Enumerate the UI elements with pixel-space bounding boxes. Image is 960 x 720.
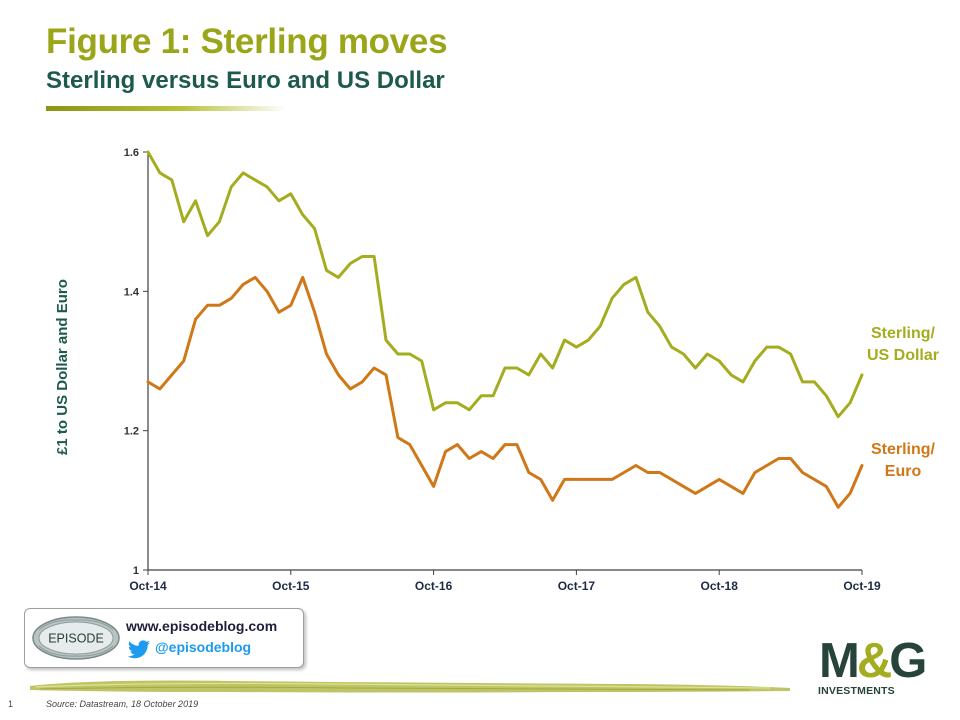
- mg-logo-ampersand: &: [856, 634, 892, 688]
- twitter-bird-icon: [128, 640, 150, 659]
- x-tick-label: Oct-16: [415, 579, 453, 593]
- twitter-handle-link[interactable]: @episodeblog: [155, 639, 252, 655]
- mg-logo-subtext: INVESTMENTS: [818, 685, 895, 697]
- page-number: 1: [8, 699, 14, 709]
- chart-subtitle: Sterling versus Euro and US Dollar: [46, 67, 445, 94]
- episode-logo-text: EPISODE: [48, 632, 104, 646]
- series-line-sterling-euro: [146, 275, 864, 509]
- series-label-sterling-euro: Euro: [885, 463, 922, 480]
- x-tick-label: Oct-18: [701, 579, 739, 593]
- blog-url-link[interactable]: www.episodeblog.com: [126, 618, 278, 634]
- y-tick-label: 1.4: [124, 286, 140, 298]
- episode-badge[interactable]: EPISODE www.episodeblog.com @episodeblog: [24, 608, 304, 668]
- title-underline: [46, 106, 286, 111]
- series-label-sterling-euro: Sterling/: [871, 441, 936, 458]
- brush-stroke-divider: [30, 680, 790, 693]
- mg-logo-wordmark: M&G: [819, 634, 927, 688]
- series-line-sterling-usd: [146, 150, 864, 419]
- y-tick-label: 1.6: [124, 147, 139, 159]
- line-chart: 1 1.2 1.4 1.6 Oct-14 Oct-15 Oct-16 Oct-17 Oct-18…: [54, 147, 939, 593]
- x-tick-label: Oct-14: [129, 579, 167, 593]
- episode-logo-icon: EPISODE: [32, 616, 120, 660]
- y-tick-label: 1: [133, 565, 139, 577]
- x-tick-label: Oct-19: [843, 579, 881, 593]
- x-tick-label: Oct-17: [558, 579, 596, 593]
- series-label-sterling-usd: US Dollar: [867, 347, 939, 364]
- chart-title: Figure 1: Sterling moves: [46, 22, 448, 61]
- y-axis-label: £1 to US Dollar and Euro: [54, 279, 71, 455]
- x-tick-label: Oct-15: [272, 579, 310, 593]
- source-note: Source: Datastream, 18 October 2019: [46, 699, 199, 709]
- y-tick-label: 1.2: [124, 426, 139, 438]
- mg-logo-g: G: [889, 634, 927, 688]
- mg-logo-m: M: [819, 634, 860, 688]
- series-label-sterling-usd: Sterling/: [871, 325, 936, 342]
